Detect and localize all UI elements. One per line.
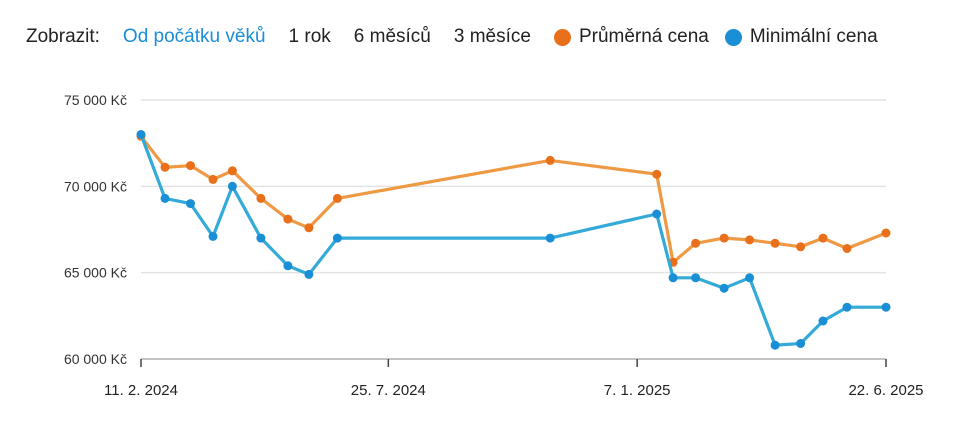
data-point-0 [545,155,555,165]
data-point-1 [283,261,293,271]
range-1-year[interactable]: 1 rok [288,26,331,47]
data-point-0 [256,193,266,203]
x-tick-label: 7. 1. 2025 [604,382,671,399]
data-point-0 [770,238,780,248]
data-point-1 [227,181,237,191]
data-point-0 [796,242,806,252]
data-point-1 [256,233,266,243]
data-point-1 [545,233,555,243]
data-point-1 [745,273,755,283]
data-point-1 [842,302,852,312]
data-point-0 [283,214,293,224]
data-point-1 [796,339,806,348]
data-point-1 [304,269,314,279]
data-point-1 [770,340,780,350]
data-point-1 [186,199,195,209]
range-label: Zobrazit: [26,26,100,47]
legend-average-price-label: Průměrná cena [578,26,709,47]
data-point-0 [719,233,729,243]
y-tick-label: 60 000 Kč [64,351,127,367]
legend-dot-icon [553,28,571,46]
x-tick-label: 11. 2. 2024 [104,382,178,399]
data-point-0 [208,174,218,184]
legend-dot-icon [724,28,742,46]
legend-minimum-price[interactable]: Minimální cena [724,26,878,48]
range-3-months[interactable]: 3 měsíce [453,26,531,47]
chart-toolbar: Zobrazit: Od počátku věků 1 rok 6 měsíců… [26,22,878,52]
data-point-1 [818,316,828,326]
legend-minimum-price-label: Minimální cena [749,26,878,47]
data-point-0 [691,238,701,248]
x-tick-label: 22. 6. 2025 [848,382,923,399]
data-point-1 [332,233,342,243]
data-point-0 [881,228,891,238]
data-point-0 [652,169,662,179]
data-point-1 [136,130,146,139]
data-point-0 [227,166,237,176]
y-tick-label: 65 000 Kč [64,265,127,281]
data-point-0 [818,233,828,243]
data-point-0 [304,223,314,233]
data-point-1 [160,193,170,203]
data-point-0 [160,162,170,172]
data-point-0 [186,161,195,171]
data-point-0 [332,193,342,203]
data-point-1 [691,273,701,283]
data-point-1 [668,273,678,283]
y-tick-label: 70 000 Kč [64,178,127,194]
legend-average-price[interactable]: Průměrná cena [553,26,709,48]
data-point-1 [719,283,729,293]
data-point-0 [745,235,755,245]
y-tick-label: 75 000 Kč [64,92,127,108]
range-all-time[interactable]: Od počátku věků [122,26,266,47]
x-tick-label: 25. 7. 2024 [351,382,426,399]
range-6-months[interactable]: 6 měsíců [353,26,431,47]
data-point-0 [842,244,852,253]
data-point-1 [652,209,662,219]
data-point-1 [208,231,218,241]
data-point-1 [881,302,891,312]
